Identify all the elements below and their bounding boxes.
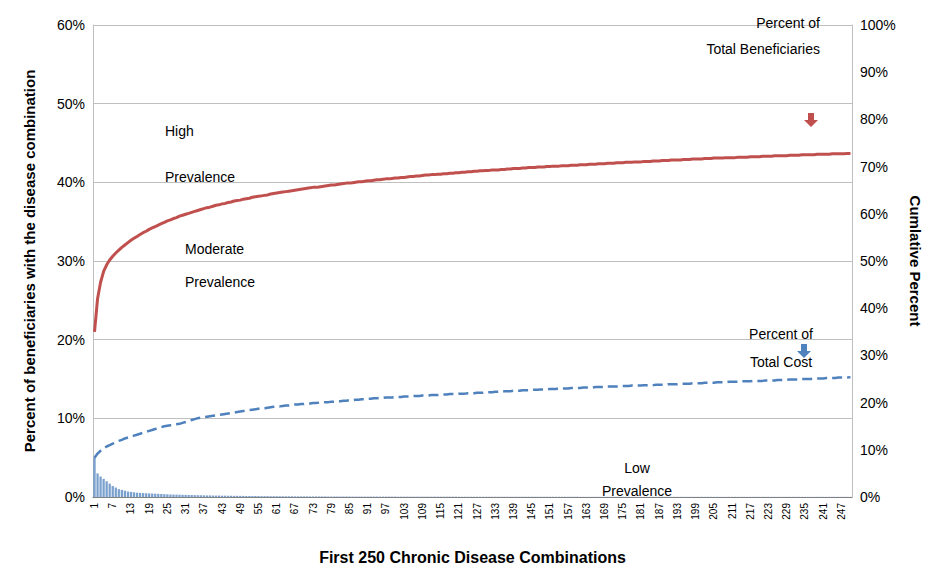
svg-text:241: 241 xyxy=(818,503,829,520)
svg-text:247: 247 xyxy=(836,503,847,520)
svg-text:50%: 50% xyxy=(57,96,85,112)
svg-text:97: 97 xyxy=(380,503,391,515)
svg-text:235: 235 xyxy=(799,503,810,520)
svg-text:67: 67 xyxy=(289,503,300,515)
svg-text:91: 91 xyxy=(362,503,373,515)
svg-text:First 250 Chronic Disease Comb: First 250 Chronic Disease Combinations xyxy=(319,549,626,566)
svg-text:139: 139 xyxy=(508,503,519,520)
svg-text:60%: 60% xyxy=(57,17,85,33)
svg-text:121: 121 xyxy=(453,503,464,520)
svg-text:151: 151 xyxy=(544,503,555,520)
svg-text:60%: 60% xyxy=(860,206,888,222)
svg-text:163: 163 xyxy=(581,503,592,520)
svg-text:223: 223 xyxy=(763,503,774,520)
svg-text:50%: 50% xyxy=(860,253,888,269)
svg-text:127: 127 xyxy=(472,503,483,520)
svg-text:229: 229 xyxy=(781,503,792,520)
svg-text:20%: 20% xyxy=(57,332,85,348)
svg-text:79: 79 xyxy=(326,503,337,515)
svg-text:85: 85 xyxy=(344,503,355,515)
svg-text:Prevalence: Prevalence xyxy=(165,169,235,185)
svg-text:40%: 40% xyxy=(860,300,888,316)
svg-text:Prevalence: Prevalence xyxy=(602,483,672,499)
svg-text:70%: 70% xyxy=(860,159,888,175)
svg-text:10%: 10% xyxy=(860,442,888,458)
svg-text:157: 157 xyxy=(563,503,574,520)
svg-text:187: 187 xyxy=(654,503,665,520)
svg-text:181: 181 xyxy=(635,503,646,520)
svg-text:175: 175 xyxy=(617,503,628,520)
svg-text:Prevalence: Prevalence xyxy=(185,274,255,290)
svg-text:30%: 30% xyxy=(860,347,888,363)
svg-text:55: 55 xyxy=(253,503,264,515)
svg-text:Percent of: Percent of xyxy=(749,326,813,342)
svg-text:25: 25 xyxy=(162,503,173,515)
svg-text:Low: Low xyxy=(624,460,651,476)
svg-text:High: High xyxy=(165,123,194,139)
svg-text:7: 7 xyxy=(107,503,118,509)
svg-text:37: 37 xyxy=(198,503,209,515)
svg-text:Percent of: Percent of xyxy=(756,15,820,31)
svg-text:133: 133 xyxy=(490,503,501,520)
svg-text:10%: 10% xyxy=(57,410,85,426)
svg-text:Total Beneficiaries: Total Beneficiaries xyxy=(706,41,820,57)
svg-text:31: 31 xyxy=(180,503,191,515)
svg-text:Moderate: Moderate xyxy=(185,241,244,257)
svg-text:20%: 20% xyxy=(860,395,888,411)
svg-text:100%: 100% xyxy=(860,17,896,33)
svg-text:73: 73 xyxy=(308,503,319,515)
svg-text:115: 115 xyxy=(435,503,446,519)
svg-text:109: 109 xyxy=(417,503,428,520)
svg-text:145: 145 xyxy=(526,503,537,520)
svg-text:40%: 40% xyxy=(57,174,85,190)
svg-text:90%: 90% xyxy=(860,64,888,80)
svg-text:61: 61 xyxy=(271,503,282,515)
svg-text:1: 1 xyxy=(89,503,100,509)
svg-text:80%: 80% xyxy=(860,111,888,127)
svg-text:13: 13 xyxy=(125,503,136,515)
svg-text:211: 211 xyxy=(727,503,738,519)
svg-text:205: 205 xyxy=(708,503,719,520)
svg-text:49: 49 xyxy=(235,503,246,515)
svg-text:169: 169 xyxy=(599,503,610,520)
svg-text:217: 217 xyxy=(745,503,756,520)
svg-text:103: 103 xyxy=(399,503,410,520)
svg-text:Cumlative Percent: Cumlative Percent xyxy=(907,196,924,327)
svg-text:Total Cost: Total Cost xyxy=(749,354,813,370)
svg-text:30%: 30% xyxy=(57,253,85,269)
svg-text:0%: 0% xyxy=(860,489,880,505)
svg-text:Percent of beneficiaries with: Percent of beneficiaries with the diseas… xyxy=(21,70,38,453)
svg-text:0%: 0% xyxy=(65,489,85,505)
svg-text:19: 19 xyxy=(144,503,155,515)
svg-text:193: 193 xyxy=(672,503,683,520)
svg-text:199: 199 xyxy=(690,503,701,520)
svg-text:43: 43 xyxy=(217,503,228,515)
